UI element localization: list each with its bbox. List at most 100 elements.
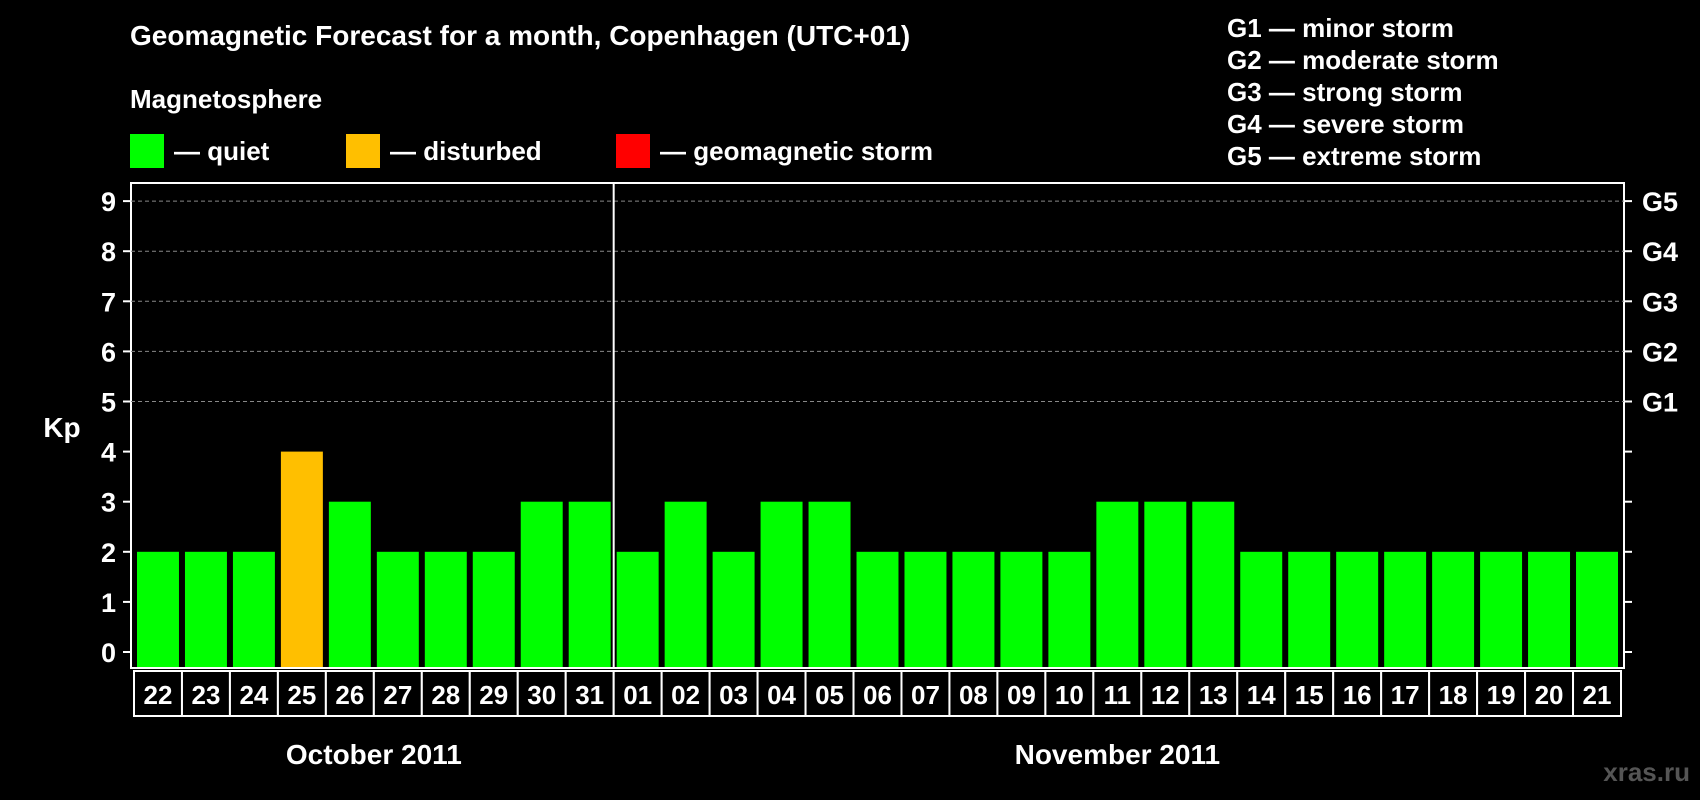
date-label-29: 29 [479,680,508,710]
date-label-22: 22 [144,680,173,710]
date-label-30: 30 [527,680,556,710]
bar-06 [856,551,899,667]
date-label-27: 27 [383,680,412,710]
date-label-25: 25 [287,680,316,710]
date-cell-08 [948,670,999,717]
bar-09 [1000,551,1043,667]
chart-title: Geomagnetic Forecast for a month, Copenh… [130,20,911,51]
date-cell-26 [324,670,375,717]
y-tick-label-3: 3 [101,488,116,518]
date-cell-25 [276,670,327,717]
date-cell-23 [180,670,231,717]
bar-15 [1288,551,1331,667]
date-label-17: 17 [1391,680,1420,710]
section-label: Magnetosphere [130,84,323,114]
date-label-10: 10 [1055,680,1084,710]
date-label-03: 03 [719,680,748,710]
bar-19 [1480,551,1523,667]
bar-07 [904,551,947,667]
right-axis-label-g4: G4 [1642,237,1678,267]
bar-18 [1432,551,1475,667]
date-label-21: 21 [1583,680,1612,710]
date-label-08: 08 [959,680,988,710]
y-tick-label-8: 8 [101,237,116,267]
watermark: xras.ru [1603,757,1690,787]
y-tick-label-1: 1 [101,588,116,618]
y-tick-label-7: 7 [101,287,116,317]
date-cell-14 [1236,670,1287,717]
storm-scale-g2: G2 — moderate storm [1227,45,1499,75]
date-cell-20 [1524,670,1575,717]
date-cell-04 [756,670,807,717]
bar-05 [808,501,851,667]
disturbed-swatch [346,134,380,168]
bar-22 [137,551,179,667]
y-tick-label-5: 5 [101,388,116,418]
date-cell-29 [468,670,519,717]
date-cell-01 [612,670,663,717]
legend-quiet-label: — quiet [174,135,270,166]
bar-20 [1528,551,1571,667]
date-label-04: 04 [767,680,796,710]
date-cell-02 [660,670,711,717]
date-label-13: 13 [1199,680,1228,710]
right-axis-label-g5: G5 [1642,187,1678,217]
legend-disturbed: — disturbed [346,134,542,168]
bar-24 [232,551,275,667]
date-label-12: 12 [1151,680,1180,710]
month-label: October 2011 [286,739,462,770]
bar-02 [664,501,707,667]
date-label-28: 28 [431,680,460,710]
bar-12 [1144,501,1187,667]
date-cell-18 [1428,670,1479,717]
quiet-swatch [130,134,164,168]
date-cell-09 [996,670,1047,717]
date-label-05: 05 [815,680,844,710]
bar-26 [328,501,371,667]
bar-16 [1336,551,1379,667]
storm-scale-legend: G1 — minor storm G2 — moderate storm G3 … [1227,12,1499,172]
y-tick-label-4: 4 [101,438,116,468]
bar-30 [520,501,563,667]
bar-27 [376,551,419,667]
bar-28 [424,551,467,667]
bar-03 [712,551,755,667]
date-cell-15 [1284,670,1335,717]
bar-23 [184,551,227,667]
bar-10 [1048,551,1091,667]
legend-storm: — geomagnetic storm [616,134,933,168]
storm-scale-g3: G3 — strong storm [1227,77,1463,107]
bar-25 [280,451,323,667]
plot-frame [130,182,1625,669]
date-cell-19 [1476,670,1527,717]
date-label-16: 16 [1343,680,1372,710]
bar-21 [1576,551,1618,667]
y-tick-label-9: 9 [101,187,116,217]
date-cell-05 [804,670,855,717]
date-label-06: 06 [863,680,892,710]
y-tick-label-0: 0 [101,638,116,668]
date-cell-21 [1572,670,1622,717]
y-tick-label-2: 2 [101,538,116,568]
date-label-11: 11 [1104,680,1132,710]
date-label-15: 15 [1295,680,1324,710]
date-label-24: 24 [239,680,268,710]
date-cell-31 [564,670,615,717]
date-label-18: 18 [1439,680,1468,710]
right-axis-label-g1: G1 [1642,388,1678,418]
date-cell-22 [133,670,183,717]
date-cell-24 [228,670,279,717]
storm-scale-g5: G5 — extreme storm [1227,141,1482,171]
bar-13 [1192,501,1235,667]
bar-29 [472,551,515,667]
legend-storm-label: — geomagnetic storm [660,135,934,166]
date-cell-17 [1380,670,1431,717]
y-tick-label-6: 6 [101,337,116,367]
bar-31 [568,501,611,667]
date-cell-28 [420,670,471,717]
date-label-31: 31 [575,680,604,710]
storm-scale-g4: G4 — severe storm [1227,109,1465,139]
legend-disturbed-label: — disturbed [390,135,542,166]
bar-01 [616,551,659,667]
bar-11 [1096,501,1139,667]
